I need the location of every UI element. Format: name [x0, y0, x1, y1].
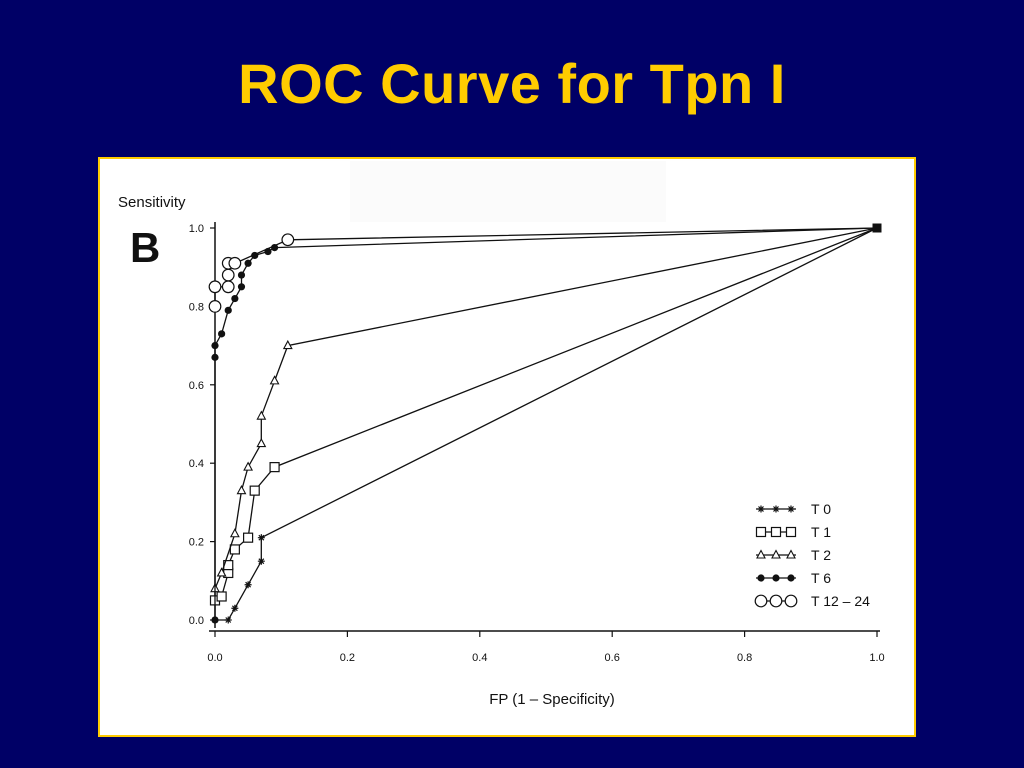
series-open-circle — [208, 227, 878, 313]
data-point — [771, 549, 781, 559]
data-point — [224, 306, 232, 314]
data-point — [756, 549, 766, 559]
data-point — [257, 557, 265, 565]
data-point — [787, 574, 795, 582]
x-axis-title: FP (1 – Specificity) — [489, 691, 615, 708]
legend-item: T 12 – 24 — [754, 593, 870, 609]
series-line — [214, 227, 878, 589]
series-filled-circle — [211, 227, 878, 624]
data-point — [281, 233, 295, 247]
series-group — [208, 223, 882, 624]
data-point — [229, 544, 240, 555]
data-point — [224, 616, 232, 624]
slide-title: ROC Curve for Tpn I — [238, 52, 786, 115]
data-point — [256, 410, 267, 420]
data-point — [229, 528, 240, 538]
data-point — [256, 437, 267, 448]
data-point — [231, 294, 239, 303]
data-point — [282, 339, 293, 350]
y-tick-label: 0.2 — [189, 537, 204, 549]
legend-label: T 1 — [811, 524, 831, 540]
legend-item: T 6 — [756, 570, 831, 586]
data-point — [237, 271, 246, 279]
data-point — [770, 526, 782, 538]
data-point — [208, 299, 222, 313]
data-point — [757, 574, 765, 582]
data-point — [257, 534, 265, 542]
x-tick-label: 0.4 — [472, 652, 487, 664]
series-star — [211, 227, 878, 624]
x-tick-label: 0.8 — [737, 652, 752, 664]
data-point — [216, 567, 227, 577]
data-point — [208, 280, 222, 294]
series-line — [214, 227, 878, 601]
axes: 0.0 0.2 0.4 0.6 0.8 1.0 0.0 0.2 0.4 0.6 0.8 1.0 — [189, 222, 885, 664]
data-point — [772, 505, 780, 513]
data-point — [786, 549, 796, 559]
x-tick-label: 1.0 — [869, 652, 884, 664]
data-point — [784, 594, 798, 608]
data-point — [231, 604, 239, 612]
series-triangle — [210, 227, 878, 593]
redaction-box — [350, 161, 666, 222]
chart-frame: B Sensitivity FP (1 – Specificity) 0.0 0.… — [98, 157, 916, 737]
y-axis-title: Sensitivity — [118, 194, 186, 211]
data-point — [785, 526, 797, 538]
x-tick-label: 0.6 — [605, 652, 620, 664]
data-point — [228, 256, 242, 270]
data-point — [244, 581, 252, 589]
series-line — [214, 227, 878, 620]
data-point — [216, 591, 227, 602]
data-point — [787, 505, 795, 513]
y-tick-label: 0.0 — [189, 615, 204, 627]
y-tick-label: 0.4 — [189, 458, 204, 470]
roc-chart: B Sensitivity FP (1 – Specificity) 0.00.… — [118, 161, 885, 708]
y-tick-label: 0.6 — [189, 380, 204, 392]
data-point — [269, 462, 280, 473]
data-point — [757, 505, 765, 513]
data-point — [769, 594, 783, 608]
legend: T 0 T 1 T 2 T 6 T 12 – 24 — [754, 501, 870, 609]
data-point — [221, 268, 235, 282]
panel-label: B — [130, 224, 160, 271]
endpoint-marker — [872, 223, 882, 233]
data-point — [754, 594, 768, 608]
data-point — [211, 342, 219, 350]
data-point — [237, 283, 246, 291]
data-point — [218, 330, 226, 338]
series-line — [215, 227, 878, 621]
data-point — [211, 353, 219, 361]
data-point — [772, 574, 780, 582]
legend-item: T 1 — [755, 524, 831, 540]
series-square — [209, 227, 878, 606]
legend-label: T 6 — [811, 570, 831, 586]
data-point — [244, 259, 252, 267]
legend-label: T 2 — [811, 547, 831, 563]
legend-label: T 12 – 24 — [811, 593, 870, 609]
data-point — [243, 532, 254, 543]
data-point — [269, 375, 280, 385]
legend-item: T 0 — [756, 501, 831, 517]
data-point — [211, 616, 219, 624]
legend-label: T 0 — [811, 501, 831, 517]
data-point — [249, 485, 260, 496]
x-tick-label: 0.0 — [207, 652, 222, 664]
y-tick-label: 1.0 — [189, 223, 204, 235]
y-tick-label: 0.8 — [189, 301, 204, 313]
x-tick-label: 0.2 — [340, 652, 355, 664]
data-point — [221, 280, 235, 294]
data-point — [243, 461, 254, 471]
data-point — [236, 484, 247, 495]
data-point — [755, 526, 767, 538]
legend-item: T 2 — [756, 547, 831, 563]
